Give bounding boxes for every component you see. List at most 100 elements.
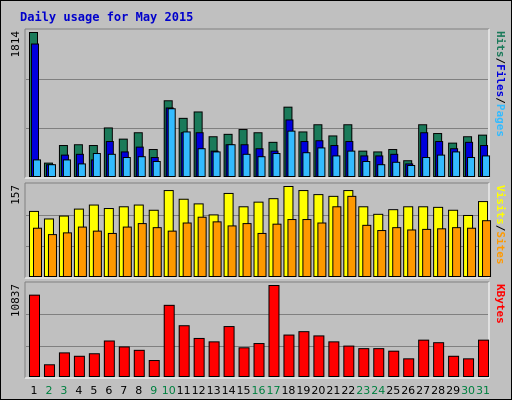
pages-bar <box>467 157 476 178</box>
kbytes-bar <box>343 345 355 377</box>
legend-entry: Sites <box>494 231 507 264</box>
kbytes-bar <box>313 335 325 377</box>
sites-bar <box>407 229 417 278</box>
day-label: 29 <box>446 384 460 397</box>
kbytes-bar <box>388 350 400 377</box>
day-label: 5 <box>90 384 97 397</box>
kbytes-bar <box>283 334 295 377</box>
pages-bar <box>122 157 131 178</box>
kbytes-bar <box>73 355 85 378</box>
pages-bar <box>212 151 221 178</box>
day-label: 16 <box>252 384 266 397</box>
sites-bar <box>242 223 252 277</box>
day-label: 26 <box>401 384 415 397</box>
day-label: 21 <box>326 384 340 397</box>
legend-entry: / <box>494 97 507 104</box>
sites-bar <box>197 216 207 277</box>
pages-bar <box>377 164 386 178</box>
pages-bar <box>272 153 281 178</box>
kbytes-bar <box>118 346 130 378</box>
kbytes-bar <box>373 348 385 378</box>
visitors-panel: 157 Visits/Sites <box>9 182 507 279</box>
sites-bar <box>152 227 162 277</box>
sites-bar <box>362 224 372 277</box>
visitors-legend: Visits/Sites <box>494 185 507 265</box>
pages-bar <box>227 144 236 178</box>
sites-bar <box>62 232 72 278</box>
sites-bar <box>287 219 297 278</box>
pages-bar <box>137 156 146 177</box>
sites-bar <box>182 222 192 278</box>
day-label: 24 <box>371 384 385 397</box>
day-label: 28 <box>431 384 445 397</box>
pages-bar <box>302 152 311 177</box>
legend-entry: / <box>494 58 507 65</box>
sites-bar <box>77 226 87 277</box>
sites-bar <box>33 227 42 277</box>
day-label: 27 <box>416 384 430 397</box>
day-label: 7 <box>120 384 127 397</box>
pages-bar <box>422 157 431 178</box>
kbytes-bar <box>29 294 40 378</box>
sites-bar <box>377 230 387 277</box>
pages-bar <box>197 148 206 178</box>
pages-bar <box>347 150 356 177</box>
kbytes-bar <box>208 341 220 378</box>
kbytes-bar <box>238 347 250 378</box>
traffic-legend: KBytes <box>494 284 507 324</box>
sites-bar <box>47 234 57 277</box>
sites-bar <box>272 223 282 277</box>
day-label: 23 <box>356 384 370 397</box>
sites-bar <box>452 227 462 277</box>
sites-bar <box>212 221 222 277</box>
day-label: 25 <box>386 384 400 397</box>
pages-bar <box>92 153 101 178</box>
day-label: 17 <box>266 384 280 397</box>
pages-bar <box>392 161 401 178</box>
pages-bar <box>257 156 266 177</box>
legend-entry: Visits <box>494 185 507 225</box>
pages-bar <box>152 161 161 177</box>
day-label: 3 <box>60 384 67 397</box>
day-label: 1 <box>31 384 38 397</box>
day-label: 9 <box>150 384 157 397</box>
day-label: 20 <box>311 384 325 397</box>
day-label: 8 <box>135 384 142 397</box>
kbytes-bar <box>193 337 205 378</box>
day-label: 2 <box>45 384 52 397</box>
files-bar <box>31 43 39 178</box>
sites-bar <box>92 230 102 277</box>
day-label: 4 <box>75 384 82 397</box>
requests-ymax-label: 1814 <box>9 31 22 58</box>
pages-bar <box>242 153 251 177</box>
kbytes-bar <box>178 325 190 377</box>
chart-title: Daily usage for May 2015 <box>20 10 193 24</box>
kbytes-bar <box>463 358 475 377</box>
traffic-ymax-label: 10837 <box>9 284 22 317</box>
day-label: 19 <box>296 384 310 397</box>
sites-bar <box>107 232 117 278</box>
day-label: 12 <box>192 384 206 397</box>
pages-bar <box>77 163 86 177</box>
requests-panel: 1814 Hits/Files/Pages <box>9 28 507 179</box>
sites-bar <box>302 219 312 278</box>
sites-bar <box>317 222 327 278</box>
sites-bar <box>167 230 177 277</box>
day-labels: 1 2 3 4 5 6 7 8 9 10 11 12 13 14 15 16 17 18 19 20 21 22 23 24 2… <box>31 384 491 397</box>
kbytes-bar <box>253 343 265 378</box>
requests-legend: Hits/Files/Pages <box>494 31 507 137</box>
day-label: 10 <box>162 384 176 397</box>
sites-bar <box>332 206 342 277</box>
day-label: 18 <box>281 384 295 397</box>
legend-entry: / <box>494 225 507 232</box>
day-label: 13 <box>207 384 221 397</box>
pages-bar <box>482 155 491 177</box>
legend-entry: Files <box>494 64 507 97</box>
day-label: 11 <box>177 384 191 397</box>
sites-bar <box>422 228 432 278</box>
sites-bar <box>137 223 147 277</box>
kbytes-bar <box>298 331 310 377</box>
visitors-ymax-label: 157 <box>9 185 22 205</box>
pages-bar <box>107 153 116 177</box>
